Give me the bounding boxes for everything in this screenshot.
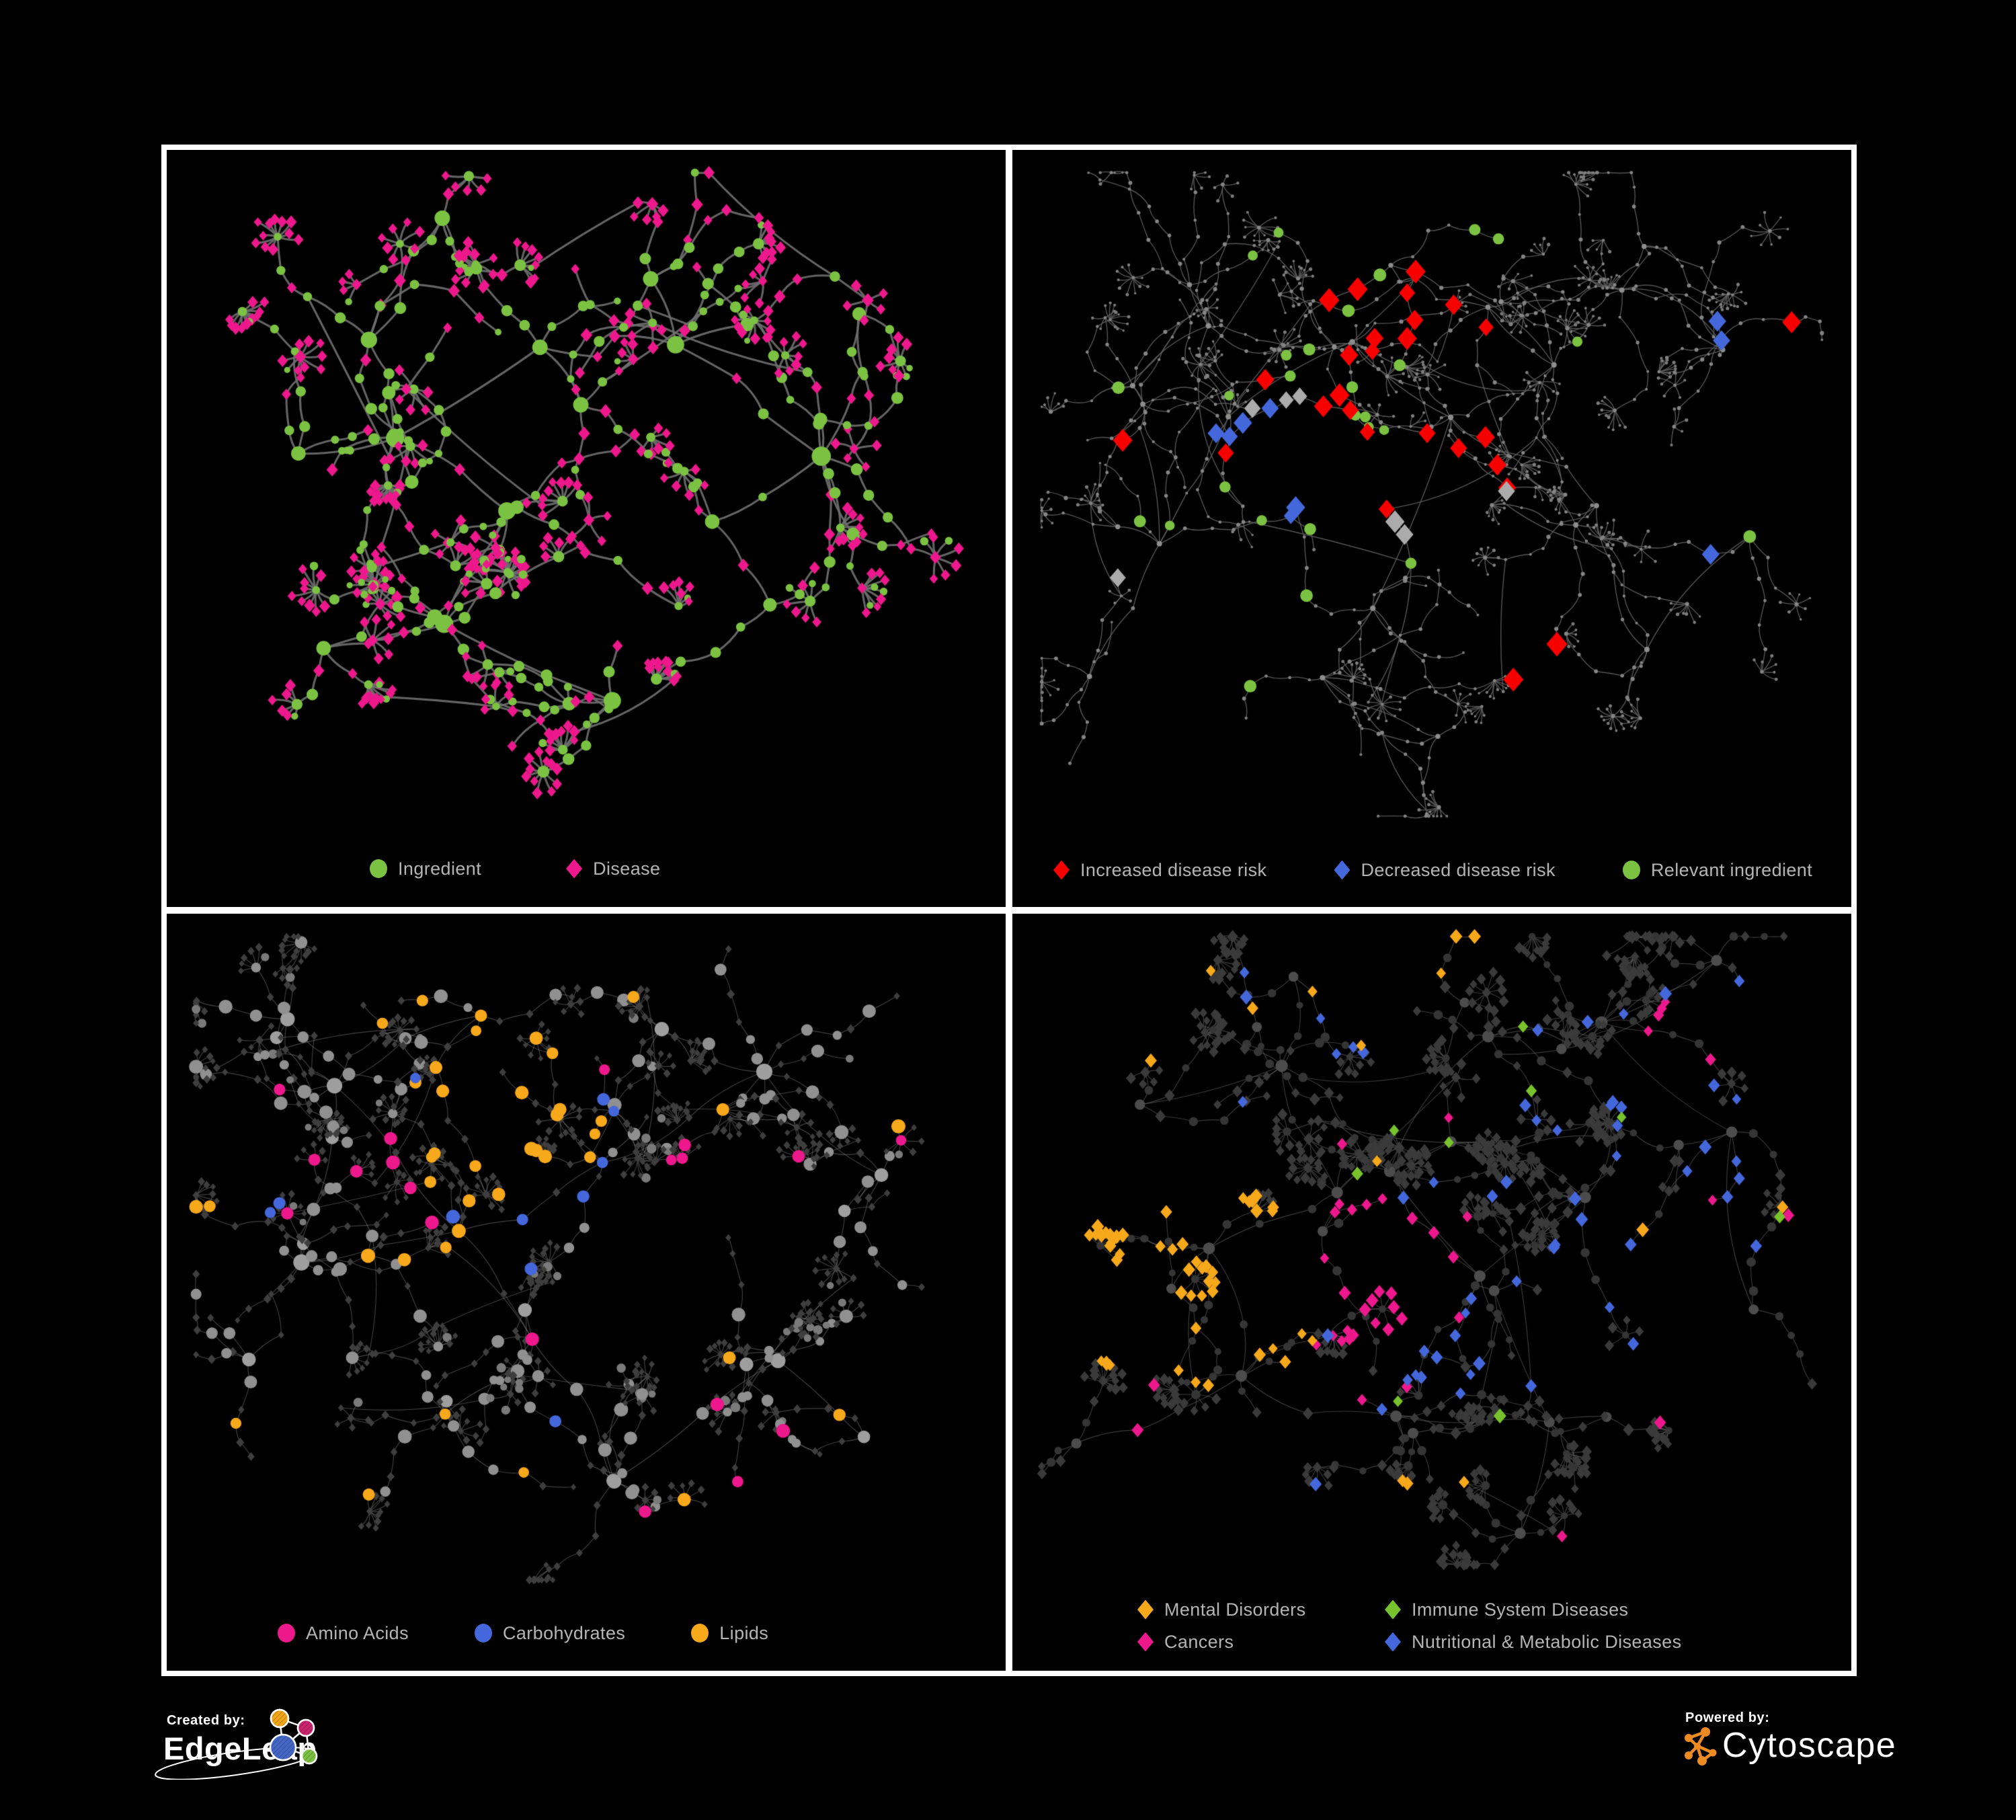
legend-label: Nutritional & Metabolic Diseases	[1412, 1631, 1682, 1652]
ingredient-circle-icon	[370, 859, 387, 878]
legend-item-decreased-risk: Decreased disease risk	[1334, 859, 1555, 881]
legend-label: Lipids	[719, 1622, 769, 1643]
legend-item-relevant-ingredient: Relevant ingredient	[1622, 859, 1813, 881]
legend-item-carbohydrates: Carbohydrates	[474, 1622, 626, 1645]
disease-diamond-icon	[566, 859, 583, 879]
legend-label: Immune System Diseases	[1412, 1599, 1629, 1620]
cytoscape-logo-icon	[1685, 1727, 1717, 1766]
panel-disease-categories: Mental Disorders Immune System Diseases …	[1012, 914, 1851, 1671]
legend-item-amino-acids: Amino Acids	[278, 1622, 409, 1645]
legend-item-ingredient: Ingredient	[370, 857, 481, 880]
panel-nutrient-classes: Amino Acids Carbohydrates Lipids	[167, 914, 1006, 1671]
lipids-circle-icon	[691, 1624, 709, 1643]
edgeleap-logo-icon	[155, 1708, 318, 1780]
disease-risk-network-canvas	[1012, 150, 1851, 907]
created-by-caption: Created by:	[167, 1713, 245, 1728]
nutrient-class-network-canvas	[167, 914, 1006, 1671]
cytoscape-brand-text: Cytoscape	[1722, 1726, 1897, 1765]
panel-disease-risk: Increased disease risk Decreased disease…	[1012, 150, 1851, 907]
legend-label: Cancers	[1164, 1631, 1234, 1652]
legend-item-lipids: Lipids	[691, 1622, 768, 1645]
ingredient-disease-network-canvas	[167, 150, 1006, 907]
disease-category-legend: Mental Disorders Immune System Diseases …	[1137, 1598, 1681, 1653]
decreased-risk-diamond-icon	[1334, 860, 1350, 880]
legend-label: Relevant ingredient	[1650, 859, 1813, 880]
legend-label: Carbohydrates	[502, 1622, 626, 1643]
ingredient-disease-legend: Ingredient Disease	[370, 857, 660, 880]
mental-disorders-diamond-icon	[1137, 1599, 1154, 1620]
panel-grid: Ingredient Disease Increased disease ris…	[161, 145, 1857, 1676]
nutritional-metabolic-diamond-icon	[1385, 1632, 1401, 1652]
legend-label: Amino Acids	[306, 1622, 409, 1643]
disease-category-network-canvas	[1012, 914, 1851, 1671]
cancers-diamond-icon	[1137, 1632, 1154, 1652]
panel-ingredient-disease: Ingredient Disease	[167, 150, 1006, 907]
legend-item-increased-risk: Increased disease risk	[1053, 859, 1266, 881]
legend-label: Ingredient	[398, 858, 482, 879]
carbohydrates-circle-icon	[474, 1624, 492, 1643]
nutrient-class-legend: Amino Acids Carbohydrates Lipids	[278, 1622, 768, 1645]
legend-label: Disease	[593, 858, 661, 879]
amino-acids-circle-icon	[278, 1624, 295, 1643]
legend-item-immune-system-diseases: Immune System Diseases	[1385, 1598, 1681, 1621]
legend-item-mental-disorders: Mental Disorders	[1137, 1598, 1385, 1621]
legend-label: Increased disease risk	[1080, 859, 1267, 880]
legend-label: Mental Disorders	[1164, 1599, 1306, 1620]
increased-risk-diamond-icon	[1053, 860, 1070, 880]
relevant-ingredient-circle-icon	[1622, 861, 1640, 879]
immune-system-diamond-icon	[1385, 1599, 1401, 1620]
legend-item-nutritional-metabolic-diseases: Nutritional & Metabolic Diseases	[1385, 1630, 1681, 1653]
legend-item-cancers: Cancers	[1137, 1630, 1385, 1653]
powered-by-caption: Powered by:	[1685, 1710, 1770, 1725]
legend-label: Decreased disease risk	[1361, 859, 1556, 880]
disease-risk-legend: Increased disease risk Decreased disease…	[1053, 859, 1812, 881]
legend-item-disease: Disease	[566, 857, 660, 880]
